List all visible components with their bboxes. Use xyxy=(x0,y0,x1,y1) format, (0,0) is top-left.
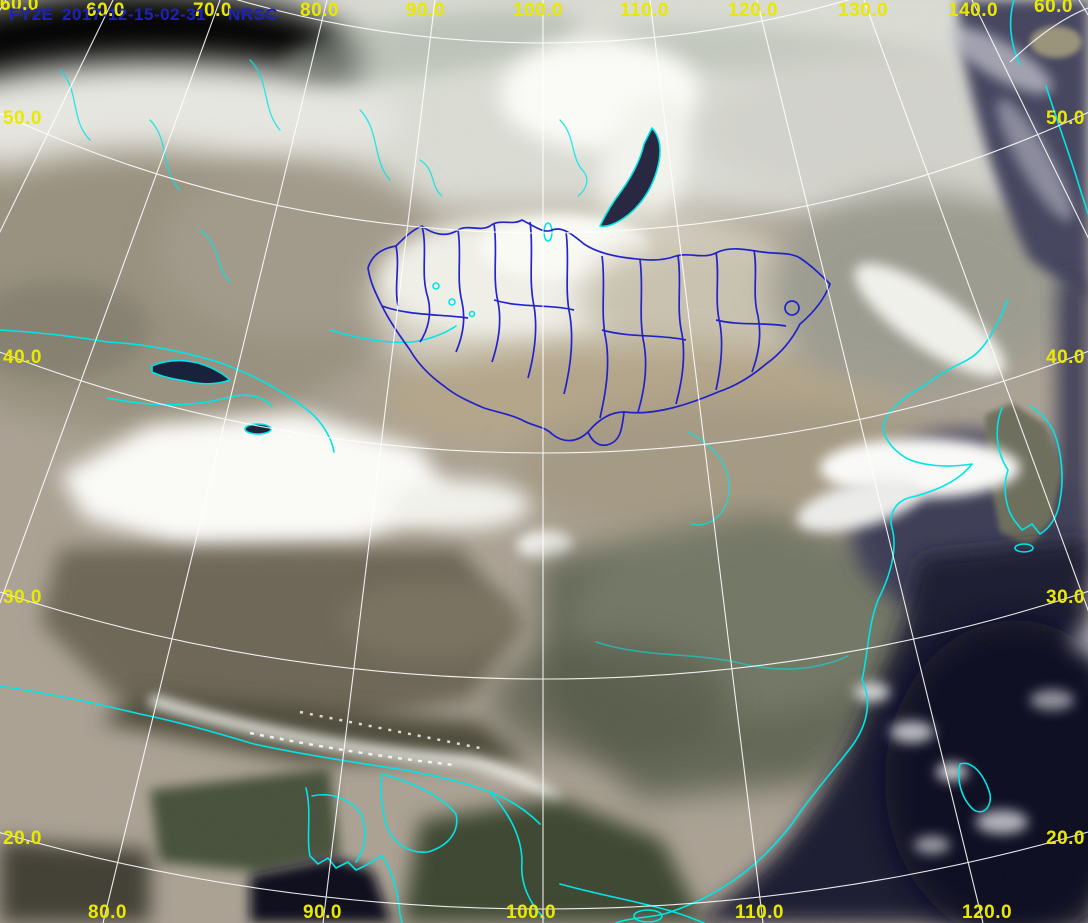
meridian-60e xyxy=(0,0,114,234)
hainan-island xyxy=(633,909,663,923)
timestamp-label: 2017-12-15-02-31 xyxy=(62,5,206,24)
taiwan-island xyxy=(958,762,992,813)
ne-india-border xyxy=(380,773,458,853)
lon-label-top-130: 130.0 xyxy=(838,0,888,21)
lon-label-top-80: 80.0 xyxy=(300,0,339,21)
korea-coastline xyxy=(996,405,1063,535)
meridian-130e xyxy=(863,0,1088,612)
lat-label-left-40: 40.0 xyxy=(3,347,42,368)
parallel-30n xyxy=(0,590,1088,680)
parallel-40n xyxy=(0,350,1088,454)
mongolia-lakes xyxy=(432,282,476,318)
mongolia-outer-border xyxy=(367,219,831,442)
issyk-kul-outline xyxy=(244,423,272,435)
kyrgyz-border xyxy=(107,394,273,407)
lat-label-right-30: 30.0 xyxy=(1046,587,1085,608)
lake-balkhash-outline xyxy=(151,359,231,385)
meridian-140e xyxy=(971,0,1088,239)
lake-khovsgol xyxy=(543,222,553,242)
yangtze-river xyxy=(595,641,849,670)
lat-label-right-20: 20.0 xyxy=(1046,828,1085,849)
lat-label-corner-tl: 60.0 xyxy=(0,0,39,15)
yunnan-vietnam-border xyxy=(559,883,705,923)
lon-label-top-70: 70.0 xyxy=(193,0,232,21)
altai-border xyxy=(329,325,457,344)
lon-label-bottom-110: 110.0 xyxy=(735,902,784,923)
parallel-50n xyxy=(0,111,1088,234)
lat-label-left-20: 20.0 xyxy=(3,828,42,849)
lon-label-top-110: 110.0 xyxy=(620,0,669,21)
siberia-rivers xyxy=(59,59,588,283)
lon-label-bottom-90: 90.0 xyxy=(303,902,342,923)
parallel-60n xyxy=(236,0,850,44)
lat-label-corner-tr: 60.0 xyxy=(1034,0,1073,17)
lat-label-left-50: 50.0 xyxy=(3,108,42,129)
lat-label-right-50: 50.0 xyxy=(1046,108,1085,129)
lat-label-right-40: 40.0 xyxy=(1046,347,1085,368)
meridian-120e xyxy=(756,0,984,923)
meridian-70e xyxy=(0,0,221,605)
lon-label-top-140: 140.0 xyxy=(948,0,998,21)
lon-label-bottom-80: 80.0 xyxy=(88,902,127,923)
japan-coast-fragment xyxy=(1045,85,1088,215)
yellow-river xyxy=(687,431,730,526)
lon-label-top-100: 100.0 xyxy=(513,0,563,21)
lon-label-top-120: 120.0 xyxy=(728,0,778,21)
lon-label-top-60: 60.0 xyxy=(86,0,125,21)
mongolia-borders xyxy=(367,219,831,447)
lake-baikal-outline xyxy=(599,127,661,228)
satellite-name-label: FY2E xyxy=(9,5,54,24)
meridian-90e xyxy=(322,0,436,923)
lon-label-bottom-100: 100.0 xyxy=(506,902,556,923)
sakhalin-coast-fragment xyxy=(1009,0,1021,65)
agency-label: NRSC xyxy=(228,5,278,24)
meridian-110e xyxy=(649,0,764,923)
jeju-island xyxy=(1014,543,1034,553)
myanmar-china-border xyxy=(489,791,545,919)
header-annotation: FY2E 2017-12-15-02-31 NRSC xyxy=(9,5,278,24)
bangladesh-border xyxy=(311,794,366,863)
meridian-80e xyxy=(102,0,328,923)
china-coastline xyxy=(615,375,973,923)
lon-label-bottom-120: 120.0 xyxy=(962,902,1012,923)
parallel-60n-corner-arc xyxy=(1009,7,1088,63)
lat-label-left-30: 30.0 xyxy=(3,587,42,608)
kazakh-china-border xyxy=(0,329,335,453)
mongolia-province-borders xyxy=(381,221,800,447)
bangladesh-delta-coast xyxy=(305,787,403,923)
liaodong-coast xyxy=(937,299,1009,377)
lon-label-top-90: 90.0 xyxy=(406,0,445,21)
